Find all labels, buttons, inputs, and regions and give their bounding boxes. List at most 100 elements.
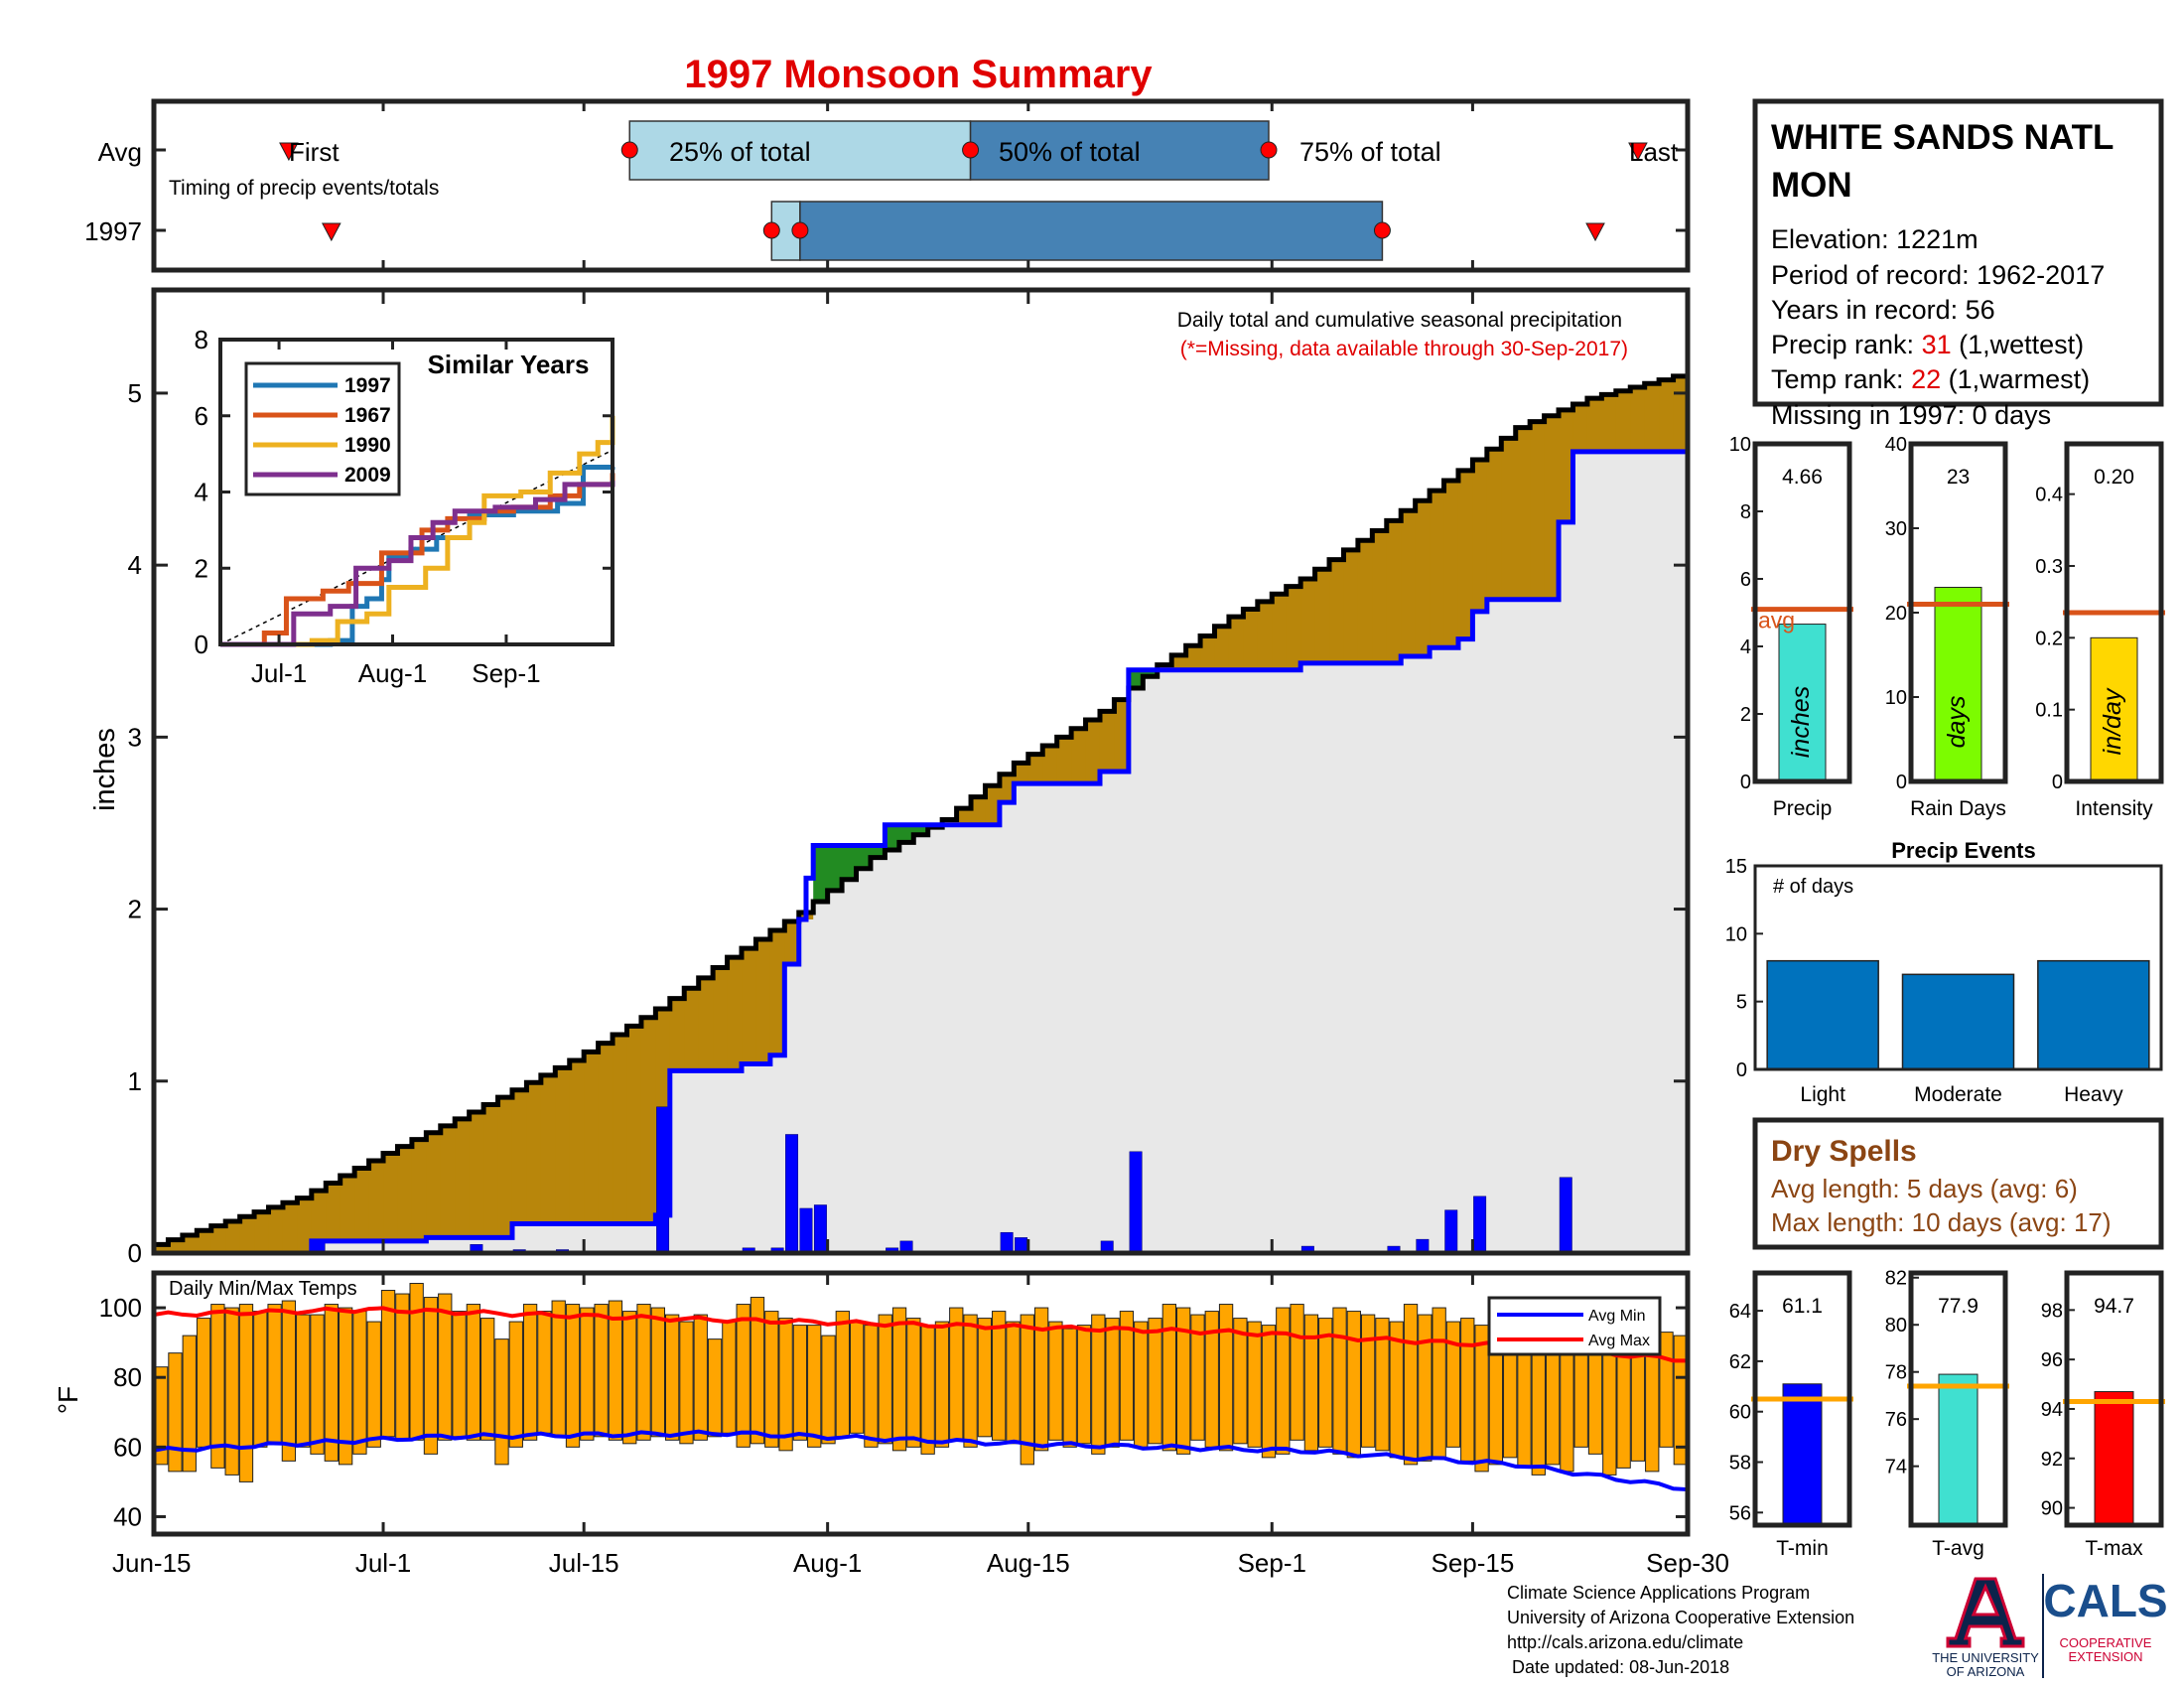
below-average-fill-segment [1544,415,1560,600]
cumulative-fill-segment [856,868,872,1253]
cumulative-fill-segment [598,1223,614,1253]
cumulative-fill-segment [727,1070,743,1253]
xtick-label: Sep-15 [1431,1548,1514,1578]
summary-ytick-label: 10 [1885,687,1907,709]
inset-ytick-label: 2 [195,553,208,583]
cumulative-fill-segment [1586,451,1602,1254]
cumulative-fill-segment [1214,669,1230,1253]
temp-summary-frame [1752,1270,1852,1528]
cumulative-fill-segment [1530,599,1546,1253]
inset-ytick-label: 4 [195,478,208,507]
daily-temp-range-bar [622,1311,637,1445]
cumulative-fill-segment [1185,669,1201,1253]
below-average-fill-segment [598,1043,614,1224]
cumulative-fill-segment [1085,783,1101,1253]
below-average-fill-segment [1530,421,1546,600]
daily-temp-range-bar [324,1304,339,1462]
cumulative-fill-segment [555,1223,571,1253]
temp-ytick-label: 80 [113,1362,142,1392]
below-average-fill-segment [713,967,729,1071]
summary-ytick-label: 10 [1729,434,1751,456]
above-average-fill-segment [870,845,887,858]
precip-rank: Precip rank: 31 (1,wettest) [1771,330,2084,359]
summary-ytick-label: 4 [1740,636,1751,658]
below-average-fill-segment [1214,626,1230,670]
summary-ytick-label: 20 [1885,603,1907,625]
cumulative-fill-segment [455,1237,471,1253]
cumulative-fill-segment [1559,521,1574,1253]
station-years: Years in record: 56 [1771,295,1995,325]
cumulative-fill-segment [1014,783,1029,1253]
daily-temp-range-bar [1659,1332,1674,1448]
station-elevation: Elevation: 1221m [1771,224,1979,254]
avg-q75-marker [1260,141,1278,159]
timing-row-avg: Avg [98,137,142,167]
inset-series-1967 [220,473,615,647]
cumulative-fill-segment [898,842,914,1253]
below-average-fill-segment [985,785,1001,825]
below-average-fill-segment [1415,500,1431,656]
below-average-fill-segment [469,1111,484,1238]
temp-title: Daily Min/Max Temps [169,1278,357,1300]
below-average-fill-segment [526,1082,542,1224]
daily-temp-range-bar [338,1307,353,1466]
inset-legend-label: 1990 [344,434,391,457]
avg-q50-marker [962,141,980,159]
cumulative-fill-segment [927,827,943,1253]
daily-temp-range-bar [1048,1321,1063,1441]
daily-temp-range-bar [452,1311,467,1438]
daily-temp-range-bar [310,1314,325,1455]
daily-temp-range-bar [423,1297,439,1455]
daily-temp-range-bar [608,1300,623,1441]
main-ytick-label: 0 [128,1238,142,1268]
daily-temp-range-bar [565,1304,581,1448]
cumulative-fill-segment [326,1240,341,1253]
station-name-line2: MON [1771,166,1852,205]
year-last-marker [1585,222,1605,242]
daily-temp-range-bar [636,1304,651,1441]
temp-summary-ytick-label: 74 [1885,1457,1907,1478]
summary-value-text: 23 [1947,466,1970,489]
cumulative-fill-segment [626,1223,642,1253]
credits-line2: University of Arizona Cooperative Extens… [1507,1608,1854,1627]
daily-temp-range-bar [707,1338,723,1438]
cumulative-fill-segment [1228,669,1244,1253]
cals-sub2: EXTENSION [2068,1649,2142,1664]
above-average-fill-segment [813,845,829,902]
station-missing: Missing in 1997: 0 days [1771,400,2051,430]
daily-temp-range-bar [480,1318,495,1441]
summary-avg-label: avg [1758,608,1795,633]
below-average-fill-segment [511,1089,528,1224]
inset-series-2009 [220,480,615,647]
daily-temp-range-bar [196,1318,211,1448]
daily-temp-range-bar [1318,1318,1333,1448]
daily-temp-range-bar [168,1352,183,1473]
summary-bar-rain-days [1934,587,1982,782]
summary-ytick-label: 6 [1740,569,1751,591]
daily-temp-range-bar [210,1304,225,1469]
below-average-fill-segment [154,1244,170,1253]
daily-temp-range-bar [1020,1314,1034,1466]
summary-unit-label: inches [1787,686,1815,758]
precip-events-chart: Precip Events Light Moderate Heavy 0 5 10 15 #… [1725,838,2163,1106]
daily-temp-range-bar [764,1311,779,1448]
below-average-fill-segment [1630,386,1646,452]
temp-summary-ytick-label: 98 [2041,1300,2063,1322]
below-average-fill-segment [569,1060,585,1224]
station-name-line1: WHITE SANDS NATL [1771,118,2114,157]
temp-summary-bar-t-max [2094,1391,2134,1526]
cumulative-fill-segment [1415,655,1431,1253]
daily-temp-range-bar [849,1321,865,1434]
daily-temp-range-bar [1176,1307,1191,1455]
below-average-fill-segment [440,1125,456,1238]
below-average-fill-segment [1027,754,1043,784]
temp-ytick-label: 60 [113,1432,142,1462]
below-average-fill-segment [1659,379,1675,452]
xtick-label: Jun-15 [112,1548,192,1578]
daily-temp-range-bar [395,1293,410,1441]
cumulative-fill-segment [1243,669,1259,1253]
below-average-fill-segment [455,1118,471,1238]
below-average-fill-segment [1430,491,1445,648]
daily-temp-range-bar [1233,1318,1248,1445]
below-average-fill-segment [268,1206,284,1253]
